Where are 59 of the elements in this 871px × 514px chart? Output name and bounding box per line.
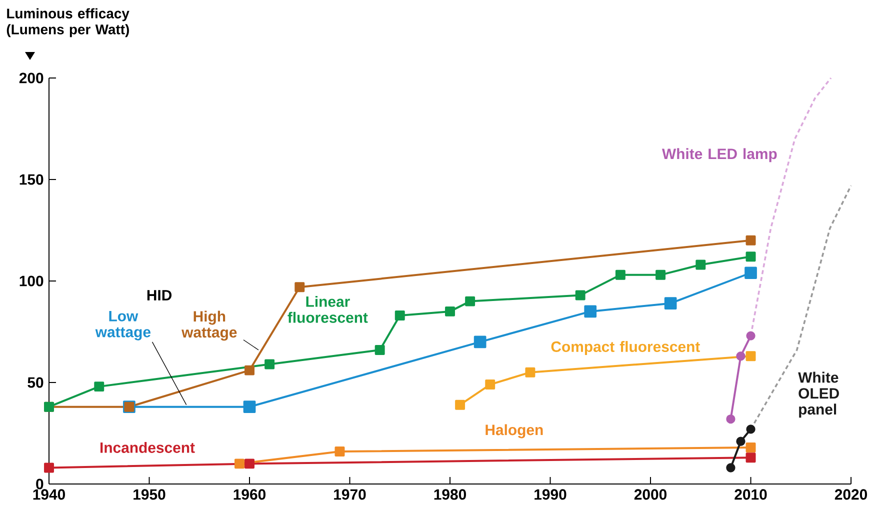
point [374, 345, 385, 356]
point [615, 270, 626, 280]
point [264, 359, 275, 370]
annotation: HID [147, 290, 172, 300]
point [736, 436, 746, 446]
series-label: High wattage [182, 310, 237, 341]
point [455, 400, 466, 410]
y-tick-label: 0 [36, 478, 44, 490]
point [575, 290, 586, 300]
point [656, 270, 666, 280]
point [465, 296, 476, 306]
series-label: Compact fluorescent [551, 341, 700, 355]
y-axis-title: Luminous efficacy (Lumens per Watt) [6, 8, 130, 38]
y-tick-label: 150 [20, 174, 44, 185]
point [334, 446, 345, 457]
point [485, 380, 496, 390]
point [244, 365, 254, 376]
point [746, 424, 756, 434]
y-tick-label: 200 [19, 72, 44, 84]
point [746, 252, 756, 262]
x-tick-label: 1980 [434, 489, 466, 500]
text: White OLED panel [798, 372, 839, 418]
point [244, 458, 254, 469]
x-tick-label: 1940 [33, 489, 65, 500]
series-label: Incandescent [100, 442, 195, 453]
x-tick-label: 1960 [234, 489, 266, 500]
point [746, 442, 756, 452]
point [525, 367, 536, 378]
point [234, 458, 244, 469]
text: White LED lamp [662, 148, 777, 162]
point [726, 414, 736, 424]
x-tick-label: 2010 [734, 489, 767, 500]
point [664, 297, 677, 310]
point [474, 336, 486, 348]
series-label: Linear fluorescent [288, 296, 368, 323]
point [44, 462, 54, 473]
point [394, 310, 405, 320]
text: Low wattage [95, 310, 150, 340]
x-tick-label: 1990 [534, 489, 566, 500]
point [243, 400, 256, 414]
point [294, 282, 305, 292]
x-tick-label: 2000 [634, 489, 666, 500]
x-tick-label: 1950 [134, 489, 166, 500]
point [746, 351, 756, 362]
point [696, 260, 706, 270]
point [726, 463, 736, 472]
series-label: Halogen [486, 424, 543, 438]
x-tick-label: 1970 [334, 489, 366, 500]
point [746, 331, 756, 340]
y-tick-label: 50 [28, 377, 44, 388]
point [744, 266, 757, 280]
point [736, 352, 746, 361]
point [94, 382, 104, 392]
point [746, 452, 756, 463]
y-tick-label: 100 [20, 276, 44, 286]
point [445, 306, 455, 316]
point [746, 235, 756, 246]
point [584, 305, 597, 318]
x-tick-label: 2020 [834, 489, 868, 500]
